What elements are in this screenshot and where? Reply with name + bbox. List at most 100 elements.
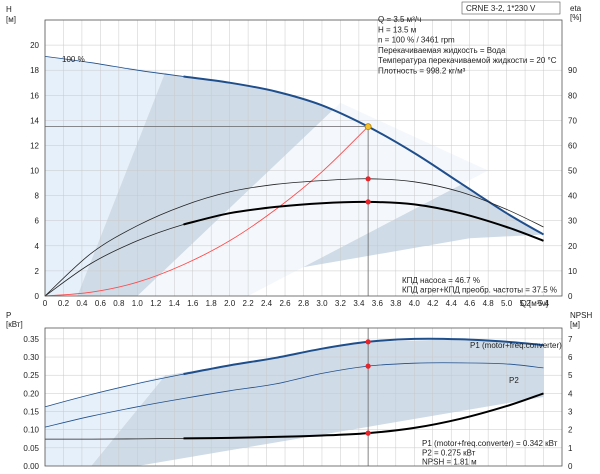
q-x-tick-label: 5.0 [501,299,513,308]
q-x-tick-label: 0 [43,299,48,308]
head-wedge-region [137,102,489,296]
efficiency-info-line: КПД агрег+КПД преобр. частоты = 37.5 % [402,286,557,295]
head-axis-label: H [6,5,12,14]
p1-series-label: P1 (motor+freq.converter) [470,341,562,350]
head-y-tick-label: 6 [35,217,40,226]
eta-y-tick-label: 90 [568,66,577,75]
head-y-tick-label: 2 [35,267,40,276]
q-x-tick-label: 0.4 [76,299,88,308]
operating-info-line: Перекачиваемая жидкость = Вода [378,46,506,55]
head-y-tick-label: 4 [35,242,40,251]
p2-point [365,363,371,369]
power-y-tick-label: 0.30 [23,353,39,362]
q-x-tick-label: 5.4 [538,299,550,308]
power-y-tick-label: 0.05 [23,444,39,453]
head-axis-unit: [м] [6,15,16,24]
q-x-tick-label: 3.8 [390,299,402,308]
power-y-tick-label: 0.25 [23,371,39,380]
eta-axis-label: eta [570,4,582,13]
q-x-tick-label: 1.8 [206,299,218,308]
npsh-y-tick-label: 2 [568,426,573,435]
power-y-tick-label: 0.20 [23,389,39,398]
q-x-tick-label: 1.2 [150,299,162,308]
operating-info-line: Q = 3.5 м³/ч [378,15,421,24]
power-axis-unit: [кВт] [6,320,23,329]
eta-y-tick-label: 40 [568,192,577,201]
speed-curve-label: 100 % [62,55,85,64]
p2-series-label: P2 [509,376,519,385]
power-y-tick-label: 0.10 [23,426,39,435]
q-x-tick-label: 3.4 [353,299,365,308]
q-x-tick-label: 2.6 [279,299,291,308]
power-light-region [45,375,166,466]
head-grid-h [45,19,562,272]
head-panel-frame [44,19,563,297]
npsh-point [365,430,371,436]
npsh-y-tick-label: 4 [568,389,573,398]
model-box [461,1,561,15]
q-x-tick-label: 4.2 [427,299,439,308]
q-x-tick-label: 4.6 [464,299,476,308]
eta-y-tick-label: 0 [568,292,573,301]
npsh-axis-label: NPSH [570,311,592,320]
q-x-tick-label: 1.4 [169,299,181,308]
head-light-region [45,56,166,296]
head-y-tick-label: 10 [30,167,39,176]
npsh-y-tick-label: 1 [568,444,573,453]
power-panel-frame [44,327,563,467]
q-x-tick-label: 4.8 [483,299,495,308]
operating-info-line: Температура перекачиваемой жидкости = 20… [378,56,557,65]
eta-y-tick-label: 30 [568,217,577,226]
p1-point [365,339,371,345]
q-x-tick-label: 3.6 [372,299,384,308]
power-y-tick-label: 0.00 [23,462,39,471]
power-y-tick-label: 0.35 [23,335,39,344]
efficiency-info-line: КПД насоса = 46.7 % [402,276,480,285]
power-y-tick-label: 0.15 [23,408,39,417]
operating-info-line: H = 13.5 м [378,25,416,34]
q-x-tick-label: 1.0 [132,299,144,308]
q-x-tick-label: 5.2 [520,299,532,308]
head-y-tick-label: 14 [30,116,39,125]
eta-y-tick-label: 80 [568,91,577,100]
npsh-axis-unit: [м] [570,320,580,329]
q-x-tick-label: 2.0 [224,299,236,308]
q-x-tick-label: 2.2 [243,299,255,308]
q-x-tick-label: 3.0 [316,299,328,308]
npsh-y-tick-label: 7 [568,335,573,344]
eta-y-tick-label: 70 [568,116,577,125]
q-x-tick-label: 0.6 [95,299,107,308]
total-efficiency-point [365,199,371,205]
npsh-y-tick-label: 5 [568,371,573,380]
power-axis-label: P [6,311,11,320]
eta-axis-unit: [%] [570,13,582,22]
pump-efficiency-curve [44,178,544,297]
eta-y-tick-label: 10 [568,267,577,276]
power-info-line: P1 (motor+freq.converter) = 0.342 кВт [422,439,558,448]
head-y-tick-label: 16 [30,91,39,100]
operating-info-line: n = 100 % / 3461 rpm [378,36,455,45]
q-x-tick-label: 2.8 [298,299,310,308]
q-x-tick-label: 4.0 [409,299,421,308]
eta-y-tick-label: 20 [568,242,577,251]
power-info-line: P2 = 0.275 кВт [422,448,476,457]
pump-efficiency-point [365,176,371,182]
head-y-tick-label: 12 [30,141,39,150]
npsh-y-tick-label: 6 [568,353,573,362]
eta-y-tick-label: 60 [568,141,577,150]
model-box-label: CRNE 3-2, 1*230 V [466,4,536,13]
power-info-line: NPSH = 1.81 м [422,458,477,467]
head-y-tick-label: 20 [30,41,39,50]
eta-y-tick-label: 50 [568,167,577,176]
q-x-tick-label: 4.4 [446,299,458,308]
npsh-y-tick-label: 3 [568,408,573,417]
q-x-tick-label: 1.6 [187,299,199,308]
head-y-tick-label: 18 [30,66,39,75]
q-axis-label: Q [м³/ч] [521,299,548,308]
system-curve [44,126,369,297]
q-x-tick-label: 0.2 [58,299,70,308]
npsh-y-tick-label: 0 [568,462,573,471]
head-y-tick-label: 0 [35,292,40,301]
